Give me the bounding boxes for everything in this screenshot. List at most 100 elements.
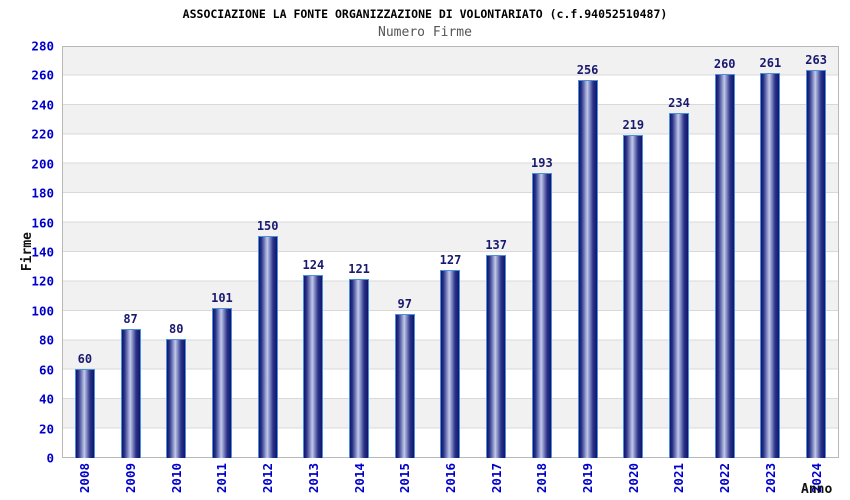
bar-value-label: 260 <box>713 57 736 72</box>
y-tick-label: 160 <box>31 215 54 231</box>
bar-group-2010: 80 <box>153 46 199 458</box>
x-tick-label: 2017 <box>488 463 504 494</box>
x-tick: 2018 <box>519 463 565 493</box>
y-tick-label: 220 <box>31 126 54 142</box>
chart-subtitle: Numero Firme <box>378 25 472 40</box>
bar-group-2020: 219 <box>610 46 656 458</box>
bar-group-2016: 127 <box>428 46 474 458</box>
y-tick-label: 180 <box>31 185 54 201</box>
bar-value-label: 193 <box>531 156 553 170</box>
x-tick-label: 2016 <box>442 463 458 494</box>
x-tick: 2014 <box>336 463 382 493</box>
bar-group-2012: 150 <box>245 46 291 458</box>
bar-value-label: 80 <box>169 322 184 337</box>
bar <box>668 112 689 458</box>
bar <box>623 134 644 458</box>
x-tick: 2021 <box>656 463 702 493</box>
x-tick-label: 2021 <box>671 463 687 494</box>
bar <box>211 308 232 458</box>
x-tick-label: 2018 <box>534 463 550 494</box>
x-tick-label: 2022 <box>717 463 733 494</box>
bar-group-2011: 101 <box>199 46 245 458</box>
y-axis-tick-labels: 0 20 40 60 80 100 120 140 160 180 200 220 240 260 280 <box>0 39 56 466</box>
y-tick-label: 80 <box>38 332 54 348</box>
bar-group-2021: 234 <box>656 46 702 458</box>
bar-group-2013: 124 <box>291 46 337 458</box>
x-tick: 2019 <box>565 463 611 493</box>
bar-group-2019: 256 <box>565 46 611 458</box>
y-tick-label: 100 <box>31 303 54 319</box>
y-tick-label: 240 <box>31 97 54 113</box>
bar-group-2015: 97 <box>382 46 428 458</box>
x-tick: 2011 <box>199 463 245 493</box>
x-tick: 2020 <box>610 463 656 493</box>
x-tick: 2022 <box>702 463 748 493</box>
x-axis-tick-labels: 2008 2009 2010 2011 2012 2013 2014 2015 2016 2017… <box>62 463 839 493</box>
y-tick-label: 60 <box>38 362 54 378</box>
y-axis-title-text: Firme <box>20 232 35 272</box>
bar <box>760 73 781 458</box>
bar <box>440 270 461 458</box>
bar-value-label: 219 <box>622 117 645 132</box>
bar <box>714 74 735 458</box>
x-tick: 2010 <box>153 463 199 493</box>
x-tick-label: 2015 <box>397 463 413 494</box>
bar-value-label: 60 <box>77 351 93 366</box>
y-tick-label: 280 <box>31 38 54 54</box>
x-tick-label: 2013 <box>305 463 321 494</box>
bar-group-2014: 121 <box>336 46 382 458</box>
x-tick-label: 2011 <box>214 463 230 494</box>
bar-group-2018: 193 <box>519 46 565 458</box>
x-tick: 2023 <box>748 463 794 493</box>
x-tick: 2012 <box>245 463 291 493</box>
bar-value-label: 127 <box>439 253 462 268</box>
bar-group-2017: 137 <box>473 46 519 458</box>
y-tick-label: 0 <box>46 450 54 466</box>
x-tick-label: 2010 <box>168 463 184 494</box>
bar <box>531 173 552 458</box>
x-tick-label: 2009 <box>123 463 139 494</box>
bar <box>166 339 187 458</box>
bar <box>120 329 141 458</box>
bar <box>806 70 827 458</box>
bar-value-label: 121 <box>348 262 370 276</box>
bar <box>349 279 370 458</box>
y-tick-label: 260 <box>31 67 54 83</box>
x-axis-title: Anno <box>801 482 833 497</box>
x-tick: 2009 <box>108 463 154 493</box>
y-tick-label: 20 <box>38 421 54 437</box>
bar-value-label: 263 <box>805 53 827 67</box>
bar-value-label: 234 <box>668 95 690 110</box>
x-tick: 2016 <box>428 463 474 493</box>
x-tick: 2015 <box>382 463 428 493</box>
x-tick-label: 2014 <box>351 463 367 494</box>
x-tick: 2017 <box>473 463 519 493</box>
bar-value-label: 256 <box>576 63 599 78</box>
x-tick: 2008 <box>62 463 108 493</box>
bar-group-2024: 263 <box>793 46 839 458</box>
x-tick-label: 2019 <box>580 463 596 494</box>
y-tick-label: 120 <box>31 273 54 289</box>
bar-group-2009: 87 <box>108 46 154 458</box>
bar-value-label: 124 <box>302 257 325 272</box>
x-tick: 2013 <box>291 463 337 493</box>
bar <box>394 314 415 458</box>
y-tick-label: 140 <box>31 244 54 260</box>
bar-group-2022: 260 <box>702 46 748 458</box>
bar <box>303 274 324 458</box>
bar-value-label: 101 <box>211 291 233 306</box>
y-tick-label: 200 <box>31 156 54 172</box>
bar <box>74 368 95 458</box>
bar-value-label: 150 <box>256 219 279 234</box>
x-tick-label: 2023 <box>762 463 778 494</box>
x-tick-label: 2020 <box>625 463 641 494</box>
y-tick-label: 40 <box>38 391 54 407</box>
bar-value-label: 261 <box>759 56 782 70</box>
chart-title: ASSOCIAZIONE LA FONTE ORGANIZZAZIONE DI … <box>182 7 668 21</box>
bar-group-2023: 261 <box>748 46 794 458</box>
x-tick-label: 2012 <box>260 463 276 494</box>
x-tick-label: 2008 <box>77 463 93 494</box>
bar <box>257 236 278 458</box>
bar-group-2008: 60 <box>62 46 108 458</box>
